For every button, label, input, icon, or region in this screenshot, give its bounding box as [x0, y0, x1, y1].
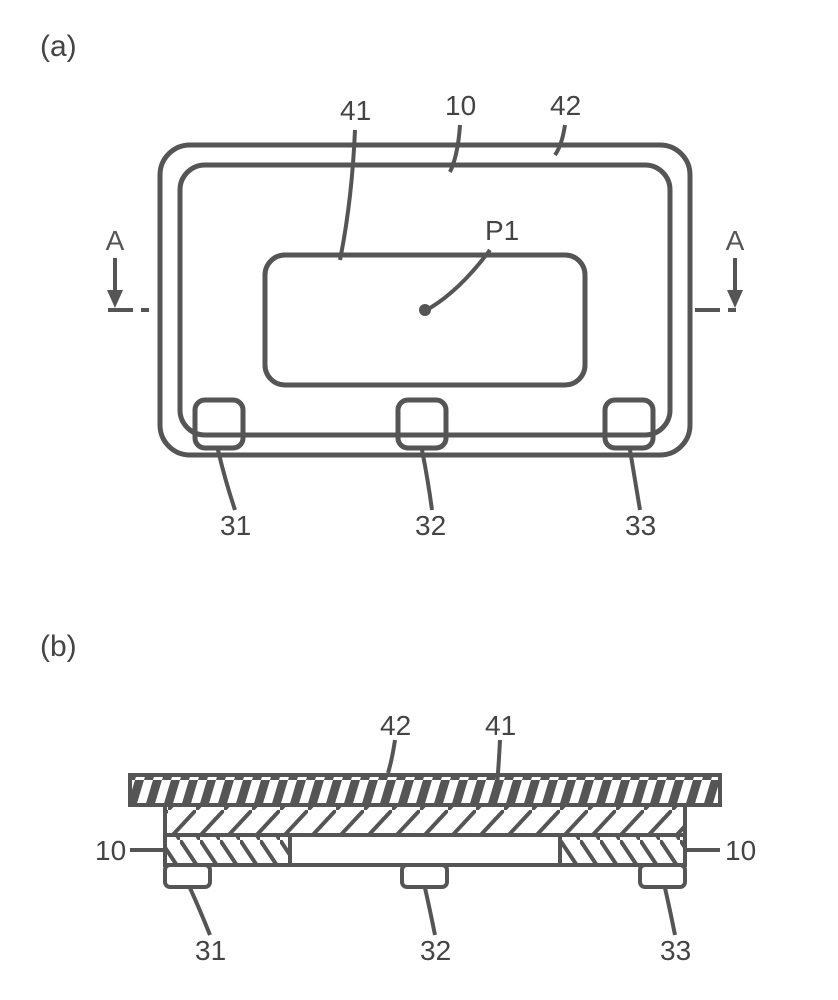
leader-b-32: [425, 888, 435, 935]
ref-b-10-right: 10: [725, 835, 756, 867]
ref-b-32: 32: [420, 935, 451, 967]
figure-a-diagram: A A: [0, 0, 838, 560]
outer-frame: [160, 145, 690, 455]
pad-31: [195, 400, 243, 448]
ref-31: 31: [220, 510, 251, 542]
ref-b-41: 41: [485, 710, 516, 742]
ref-b-42: 42: [380, 710, 411, 742]
leader-33: [630, 450, 640, 510]
layer-41: [165, 805, 685, 835]
foot-32: [402, 865, 447, 887]
ref-42: 42: [550, 90, 581, 122]
foot-31: [165, 865, 210, 887]
ref-b-10-left: 10: [95, 835, 126, 867]
leader-42: [555, 125, 565, 155]
layer-42: [130, 775, 720, 805]
ref-32: 32: [415, 510, 446, 542]
leader-41: [340, 130, 355, 260]
section-a-right-label: A: [726, 225, 745, 256]
ref-33: 33: [625, 510, 656, 542]
leader-31: [218, 450, 235, 510]
figure-b-diagram: [0, 600, 838, 1000]
leader-p1: [430, 250, 490, 308]
ref-b-33: 33: [660, 935, 691, 967]
middle-frame: [180, 165, 670, 435]
layer-10-left: [165, 835, 290, 865]
leader-b-42: [388, 740, 395, 773]
leader-b-33: [665, 888, 675, 935]
ref-10: 10: [445, 90, 476, 122]
p1-point: [419, 304, 431, 316]
section-a-right-arrow-head: [727, 290, 743, 308]
pad-33: [605, 400, 653, 448]
ref-b-31: 31: [195, 935, 226, 967]
foot-33: [640, 865, 685, 887]
section-a-left-label: A: [106, 225, 125, 256]
ref-41: 41: [340, 95, 371, 127]
page: (a) A A: [0, 0, 838, 1000]
pad-32: [398, 400, 446, 448]
leader-b-31: [190, 888, 210, 935]
layer-10-right: [560, 835, 685, 865]
ref-p1: P1: [485, 215, 519, 247]
leader-32: [422, 450, 432, 510]
inner-frame: [265, 255, 585, 385]
section-a-left-arrow-head: [107, 290, 123, 308]
